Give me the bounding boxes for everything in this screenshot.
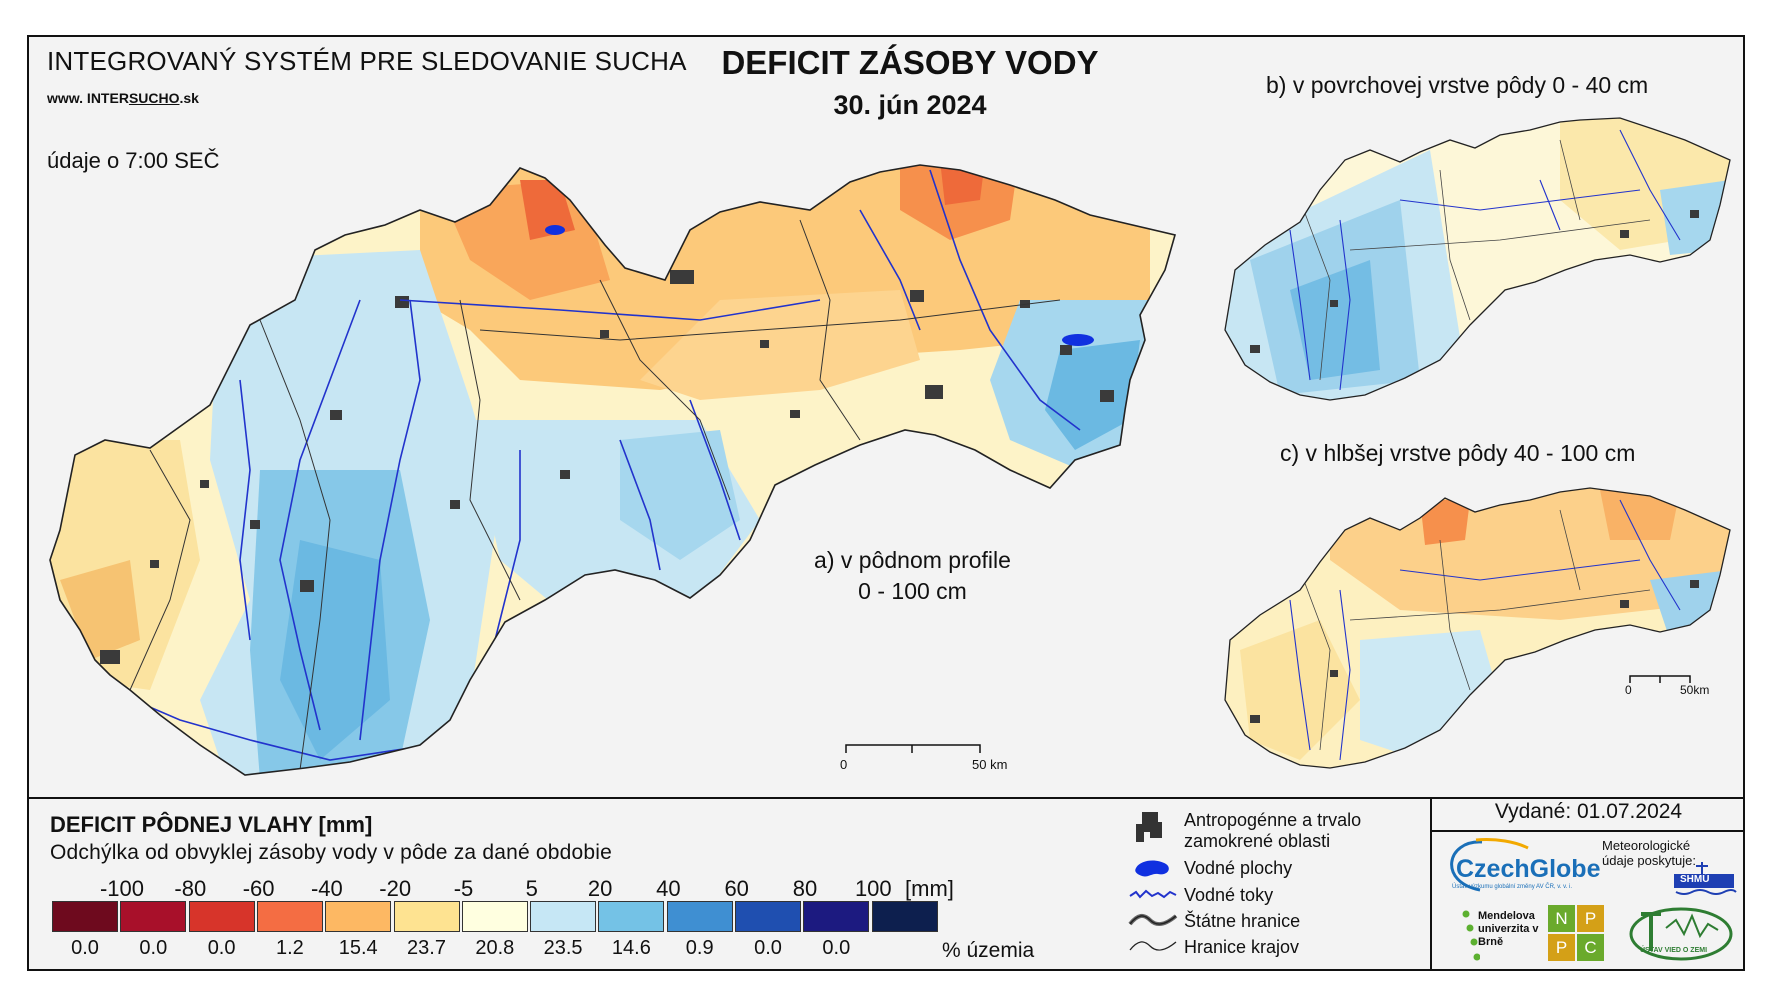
mendel-logo-icon <box>1462 910 1480 961</box>
legend-percent: 0.0 <box>139 937 168 959</box>
legend-threshold: -60 <box>242 876 275 901</box>
legend-swatch <box>598 901 665 932</box>
legend-subtitle: Odchýlka od obvyklej zásoby vody v pôde … <box>50 841 613 864</box>
nppc-letter-4: C <box>1577 934 1604 961</box>
system-title: INTEGROVANÝ SYSTÉM PRE SLEDOVANIE SUCHA <box>47 46 687 76</box>
website-suffix: .sk <box>179 90 199 106</box>
legend-percent: 15.4 <box>338 937 378 959</box>
region-border-icon <box>1129 941 1177 951</box>
czechglobe-subtitle: Ústav výzkumu globální změny AV ČR, v. v… <box>1452 884 1573 890</box>
issued-divider <box>1432 830 1745 832</box>
legend-swatch <box>461 901 528 932</box>
scalebar-main-start: 0 <box>840 757 848 772</box>
page-title: DEFICIT ZÁSOBY VODY <box>721 44 1099 81</box>
legend-swatch <box>120 901 187 932</box>
legend-water-label: Vodné plochy <box>1184 858 1293 878</box>
legend-threshold: -5 <box>453 876 474 901</box>
legend-swatch <box>666 901 733 932</box>
legend-percent: 23.5 <box>543 937 583 959</box>
scalebar-small-end: 50km <box>1680 683 1710 697</box>
legend-percent: 23.7 <box>407 937 446 959</box>
legend-percent: 20.8 <box>475 937 515 959</box>
legend-threshold: -40 <box>310 876 343 901</box>
legend-swatch <box>52 901 118 932</box>
map-c-fill <box>1225 488 1730 768</box>
state-border-icon <box>1128 913 1178 927</box>
legend-percent-unit: % územia <box>942 939 1035 962</box>
legend-rivers-label: Vodné toky <box>1184 885 1274 905</box>
legend-divider <box>1430 797 1432 971</box>
legend-percent: 0.9 <box>685 937 714 959</box>
legend-swatch <box>325 901 392 932</box>
legend-percent: 0.0 <box>207 937 236 959</box>
legend-swatch <box>530 901 597 932</box>
legend-threshold: 60 <box>724 876 749 901</box>
legend-percent: 1.2 <box>275 937 304 959</box>
urban-area-icon <box>1136 812 1162 842</box>
nppc-letter-1: N <box>1548 905 1575 932</box>
nppc-letter-2: P <box>1577 905 1604 932</box>
legend-percent: 0.0 <box>754 937 782 959</box>
legend-region-border-label: Hranice krajov <box>1184 937 1300 957</box>
page-date: 30. jún 2024 <box>833 90 987 120</box>
issued-date: Vydané: 01.07.2024 <box>1494 800 1683 823</box>
legend-title: DEFICIT PÔDNEJ VLAHY [mm] <box>50 812 373 837</box>
shmu-logo: SHMÚ <box>1680 874 1710 885</box>
legend-threshold: 80 <box>792 876 818 901</box>
legend-swatch <box>803 901 870 932</box>
shmu-logo-icon <box>1674 862 1737 895</box>
legend-percent: 14.6 <box>611 937 651 959</box>
water-body-icon <box>1135 860 1169 877</box>
legend-threshold: 40 <box>656 876 681 901</box>
legend-panel <box>27 797 1745 971</box>
legend-threshold: -20 <box>379 876 412 901</box>
legend-threshold: -80 <box>174 876 207 901</box>
legend-threshold: -100 <box>99 876 145 901</box>
legend-urban-label: Antropogénne a trvalo zamokrené oblasti <box>1184 810 1362 851</box>
czechglobe-logo-icon <box>1450 838 1529 892</box>
website-brand: SUCHO <box>128 90 180 106</box>
nppc-logo: N P P C <box>1548 905 1604 961</box>
legend-swatch <box>256 901 323 932</box>
legend-percent: 0.0 <box>822 937 851 959</box>
scalebar-main-end: 50 km <box>972 757 1008 772</box>
legend-threshold: 100 <box>854 876 892 901</box>
uvz-logo: ÚSTAV VIED O ZEMI <box>1640 947 1708 954</box>
uvz-logo-icon <box>1629 907 1733 961</box>
legend-unit: [mm] <box>905 876 954 901</box>
legend-percent: 0.0 <box>71 937 99 959</box>
river-icon <box>1129 889 1177 899</box>
legend-threshold: 20 <box>587 876 613 901</box>
time-note: údaje o 7:00 SEČ <box>47 148 220 173</box>
nppc-letter-3: P <box>1548 934 1575 961</box>
panel-a-label-line2: 0 - 100 cm <box>858 578 967 604</box>
panel-a-label-line1: a) v pôdnom profile <box>814 547 1011 573</box>
panel-c-label: c) v hlbšej vrstve pôdy 40 - 100 cm <box>1280 440 1636 466</box>
panel-b-label: b) v povrchovej vrstve pôdy 0 - 40 cm <box>1266 72 1649 98</box>
mendel-logo: Mendelova univerzita v Brně <box>1478 910 1539 948</box>
scalebar-small-start: 0 <box>1625 683 1632 697</box>
legend-threshold: 5 <box>525 876 538 901</box>
website-prefix: www. INTER <box>47 90 129 106</box>
meteo-provider-note: Meteorologické údaje poskytuje: <box>1602 838 1696 868</box>
czechglobe-logo: CzechGlobe <box>1456 855 1601 883</box>
legend-swatch <box>188 901 255 932</box>
legend-swatch <box>393 901 460 932</box>
legend-swatch <box>735 901 801 932</box>
website-link[interactable]: www. INTERSUCHO.sk <box>47 90 199 106</box>
legend-state-border-label: Štátne hranice <box>1184 911 1301 931</box>
map-b-fill <box>1225 118 1730 400</box>
legend-swatch <box>871 901 938 932</box>
